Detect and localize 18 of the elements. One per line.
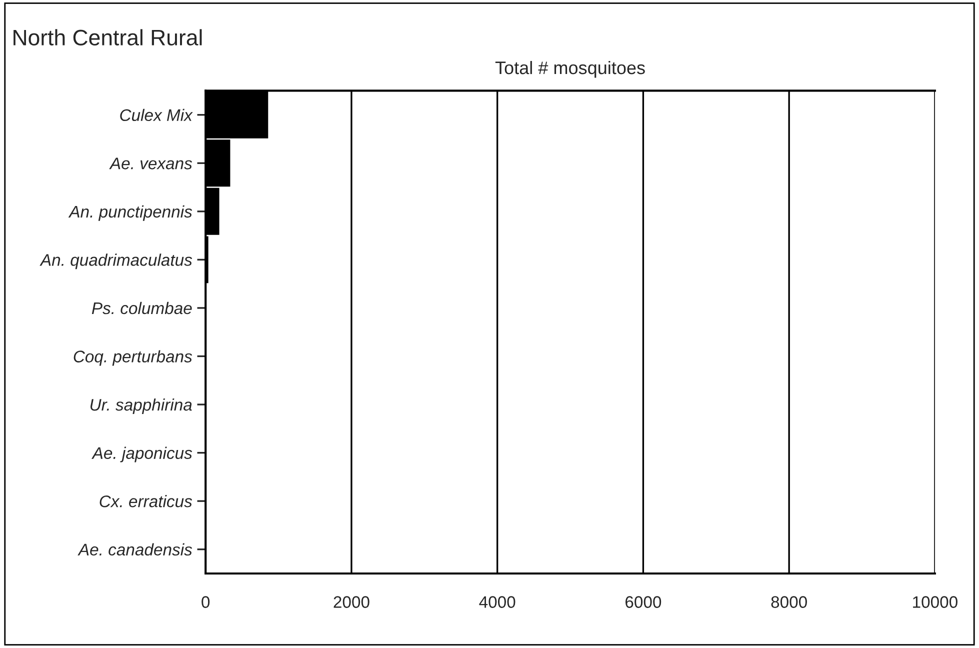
x-tick-label: 2000 xyxy=(334,596,370,608)
y-tick-label: An. quadrimaculatus xyxy=(40,254,192,270)
y-tick-label: Ae. vexans xyxy=(109,158,192,170)
y-tick-label: Ae. japonicus xyxy=(92,446,192,462)
y-tick-label: Culex Mix xyxy=(120,108,193,122)
y-tick-label: Ps. columbae xyxy=(92,302,192,314)
y-tick-label: An. punctipennis xyxy=(68,205,192,221)
x-axis-title: Total # mosquitoes xyxy=(495,60,645,78)
x-tick-label: 0 xyxy=(202,596,210,608)
x-tick-label: 8000 xyxy=(771,596,807,608)
y-tick-label: Ae. canadensis xyxy=(78,543,192,556)
y-tick-label: Ur. sapphirina xyxy=(90,398,192,414)
x-tick-label: 6000 xyxy=(626,596,662,608)
x-tick-label: 10000 xyxy=(913,596,958,608)
y-tick-label: Coq. perturbans xyxy=(74,350,192,366)
x-tick-label: 4000 xyxy=(479,596,516,608)
y-tick-label: Cx. erraticus xyxy=(100,495,192,508)
chart-title: North Central Rural xyxy=(14,29,202,46)
